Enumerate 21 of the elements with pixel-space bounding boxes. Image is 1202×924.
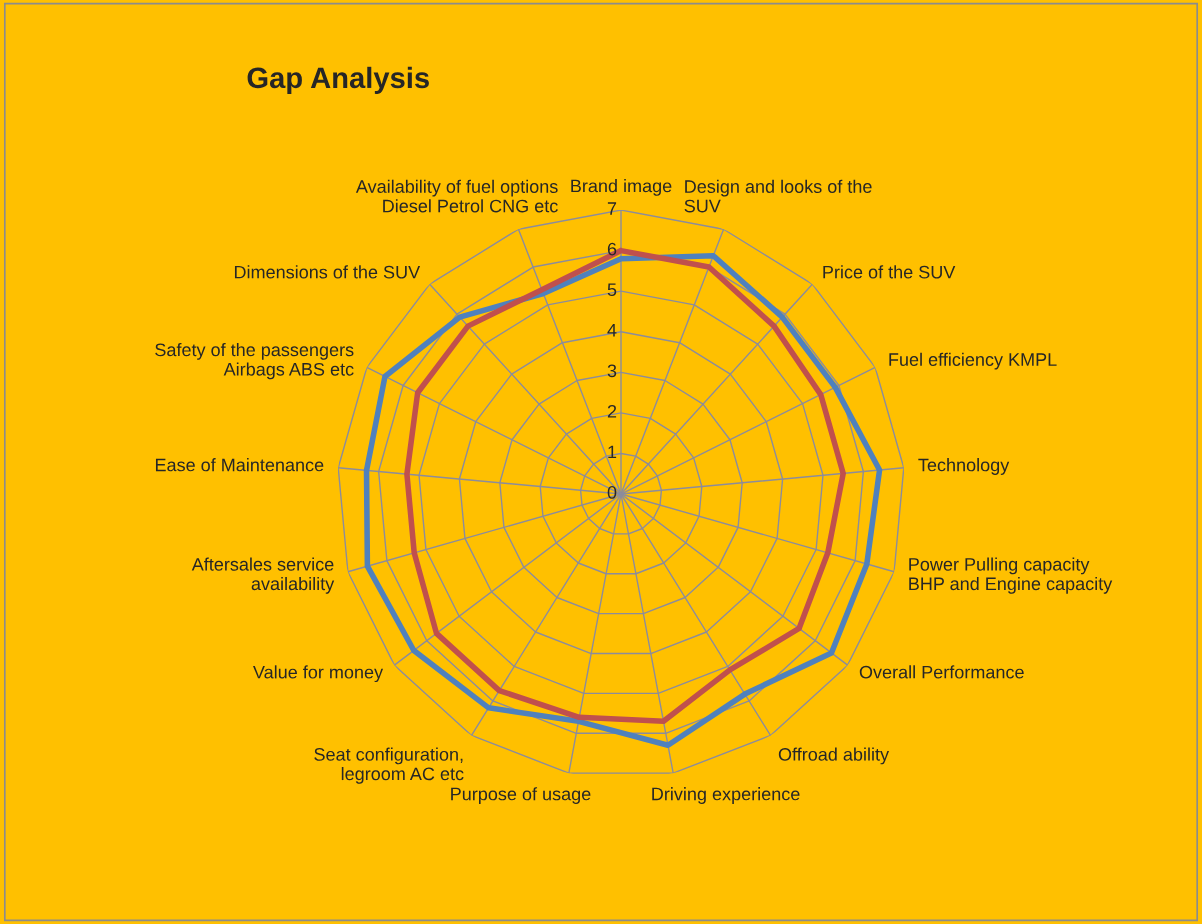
- spoke-label: Value for money: [253, 665, 384, 683]
- y-tick-label: 0: [607, 486, 617, 499]
- chart-title: Gap Analysis: [247, 66, 429, 94]
- y-tick-label: 2: [607, 404, 617, 418]
- spoke-label: Design and looks of the SUV: [684, 179, 872, 213]
- spoke-label: Technology: [918, 458, 1010, 475]
- y-tick-label: 6: [607, 242, 617, 256]
- spoke-label: Purpose of usage: [451, 787, 591, 804]
- spoke-label: Power Pulling capacity BHP and Engine capacity: [909, 557, 1113, 594]
- spoke-label: Availability of fuel options Diesel Petrol CNG etc: [355, 179, 558, 213]
- spoke-label: Safety of the passengers Airbags ABS etc: [155, 342, 354, 380]
- spoke-label: Offroad ability: [778, 747, 890, 765]
- spoke-label: Aftersales service availability: [191, 557, 335, 594]
- spoke-label: Price of the SUV: [823, 265, 956, 279]
- spoke-label: Overall Performance: [859, 665, 1024, 679]
- spoke-label: Seat configuration, legroom AC etc: [314, 747, 464, 784]
- spoke-label: Brand image: [571, 179, 672, 196]
- spoke-label: Driving experience: [652, 787, 800, 804]
- spoke-label: Fuel efficiency KMPL: [889, 352, 1057, 370]
- spoke-label: Dimensions of the SUV: [234, 265, 421, 279]
- spoke-label: Ease of Maintenance: [155, 458, 324, 472]
